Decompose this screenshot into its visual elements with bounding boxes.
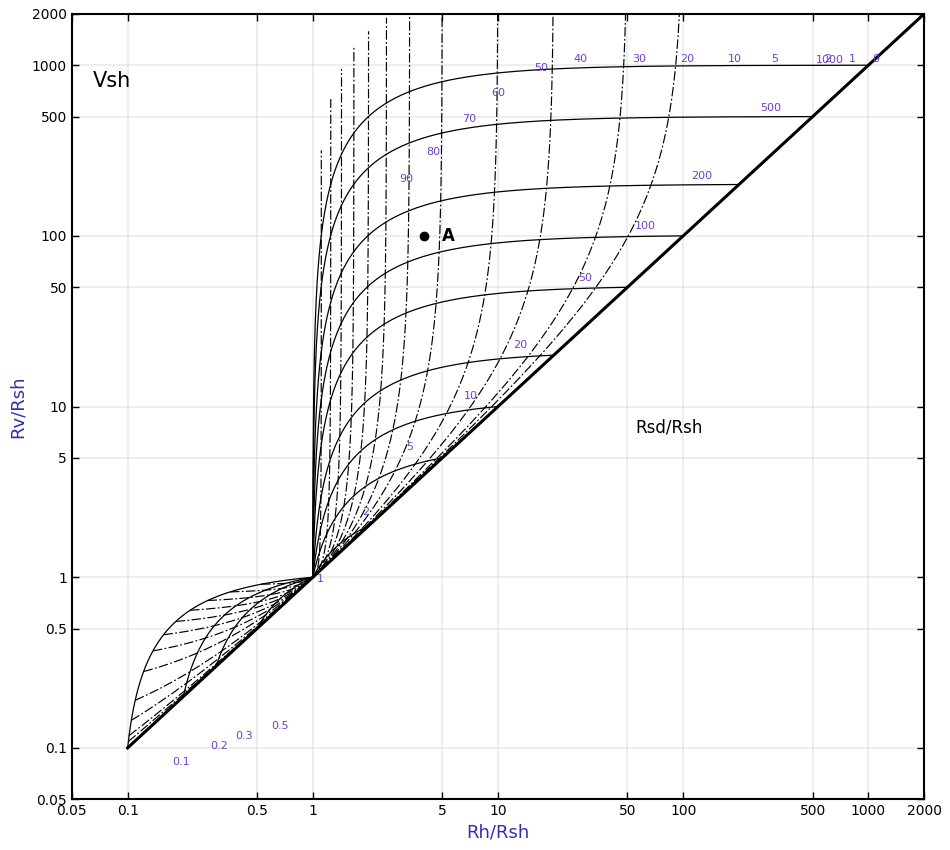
Text: 20: 20 (680, 54, 694, 64)
Text: 10: 10 (728, 54, 742, 64)
Text: 0.2: 0.2 (211, 740, 228, 751)
Text: 80: 80 (427, 147, 441, 157)
Text: 1: 1 (316, 575, 324, 585)
Text: 50: 50 (534, 63, 548, 73)
Text: 70: 70 (463, 115, 476, 124)
Text: 0.5: 0.5 (272, 721, 290, 731)
Text: 200: 200 (691, 171, 712, 181)
Text: 40: 40 (574, 54, 588, 64)
Text: Rsd/Rsh: Rsd/Rsh (636, 419, 702, 437)
Text: 5: 5 (770, 54, 778, 64)
Text: Vsh: Vsh (93, 71, 131, 91)
Text: 20: 20 (513, 340, 527, 350)
Y-axis label: Rv/Rsh: Rv/Rsh (9, 376, 27, 438)
Text: 500: 500 (760, 103, 781, 113)
X-axis label: Rh/Rsh: Rh/Rsh (466, 824, 530, 842)
Text: 2: 2 (824, 54, 831, 64)
Text: 5: 5 (407, 442, 413, 452)
Text: 60: 60 (491, 88, 505, 99)
Text: 2: 2 (362, 507, 370, 518)
Text: 100: 100 (636, 220, 656, 230)
Text: 0: 0 (873, 54, 880, 64)
Text: 90: 90 (399, 174, 413, 184)
Text: 1000: 1000 (816, 54, 844, 65)
Text: 1: 1 (849, 54, 856, 64)
Text: 30: 30 (633, 54, 646, 64)
Text: 10: 10 (464, 391, 477, 401)
Text: 50: 50 (578, 273, 592, 282)
Text: 0.3: 0.3 (235, 731, 253, 740)
Text: 0.1: 0.1 (173, 756, 190, 767)
Text: A: A (443, 227, 455, 245)
